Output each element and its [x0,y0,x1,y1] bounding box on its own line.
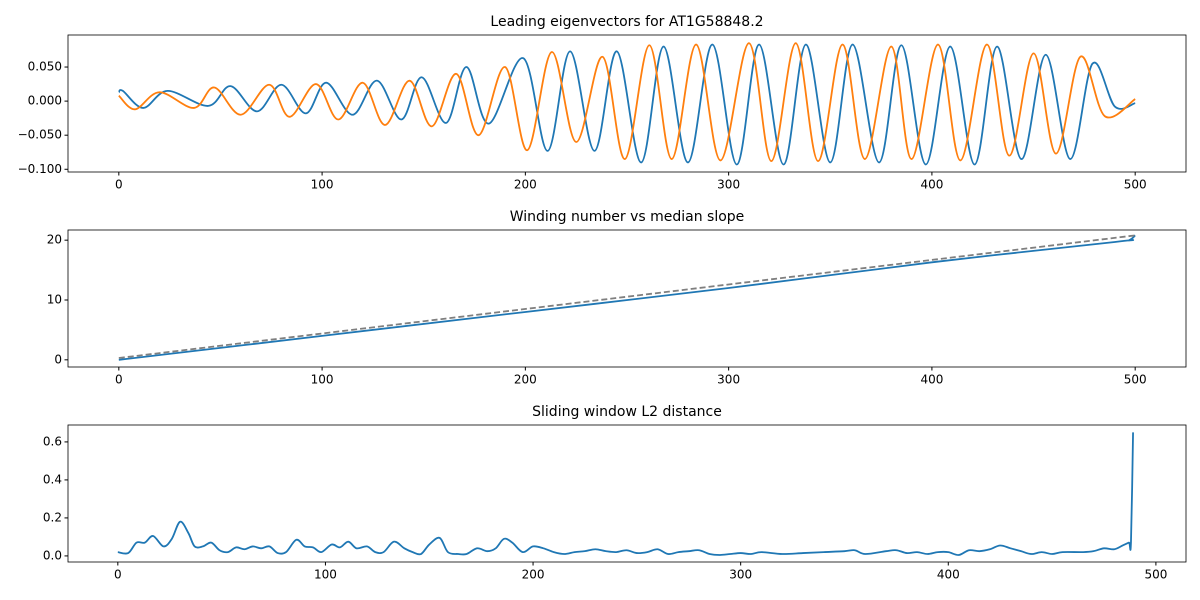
x-tick-label: 500 [1124,178,1147,192]
y-tick-label: 0.4 [43,472,62,486]
x-tick-label: 200 [522,568,545,582]
axes-frame [67,34,1187,173]
x-tick-label: 100 [311,373,334,387]
x-tick-label: 100 [314,568,337,582]
x-tick-label: 400 [920,373,943,387]
y-tick-label: 0.2 [43,510,62,524]
subplot-title: Sliding window L2 distance [532,404,722,420]
x-tick-label: 0 [114,568,122,582]
subplot-title: Leading eigenvectors for AT1G58848.2 [490,14,763,30]
x-tick-label: 500 [1144,568,1167,582]
y-tick-label: 0 [54,352,62,366]
axes-frame [67,424,1187,563]
x-tick-label: 300 [717,373,740,387]
subplot-title: Winding number vs median slope [510,209,745,225]
y-tick-label: 10 [47,292,62,306]
x-tick-label: 200 [514,373,537,387]
y-tick-label: 20 [47,233,62,247]
x-tick-label: 100 [311,178,334,192]
x-tick-label: 0 [115,373,123,387]
x-tick-label: 400 [920,178,943,192]
x-tick-label: 0 [115,178,123,192]
y-tick-label: 0.0 [43,548,62,562]
series-line [118,234,1136,361]
y-tick-label: 0.050 [28,60,62,74]
x-tick-label: 300 [717,178,740,192]
series-line [118,234,1136,359]
axes-frame [67,229,1187,368]
x-tick-label: 300 [729,568,752,582]
x-tick-label: 400 [937,568,960,582]
y-tick-label: −0.100 [18,162,62,176]
y-tick-label: 0.000 [28,94,62,108]
series-line [118,42,1136,162]
x-tick-label: 200 [514,178,537,192]
series-line [118,43,1136,166]
series-line [117,432,1134,556]
y-tick-label: −0.050 [18,128,62,142]
x-tick-label: 500 [1124,373,1147,387]
y-tick-label: 0.6 [43,434,62,448]
